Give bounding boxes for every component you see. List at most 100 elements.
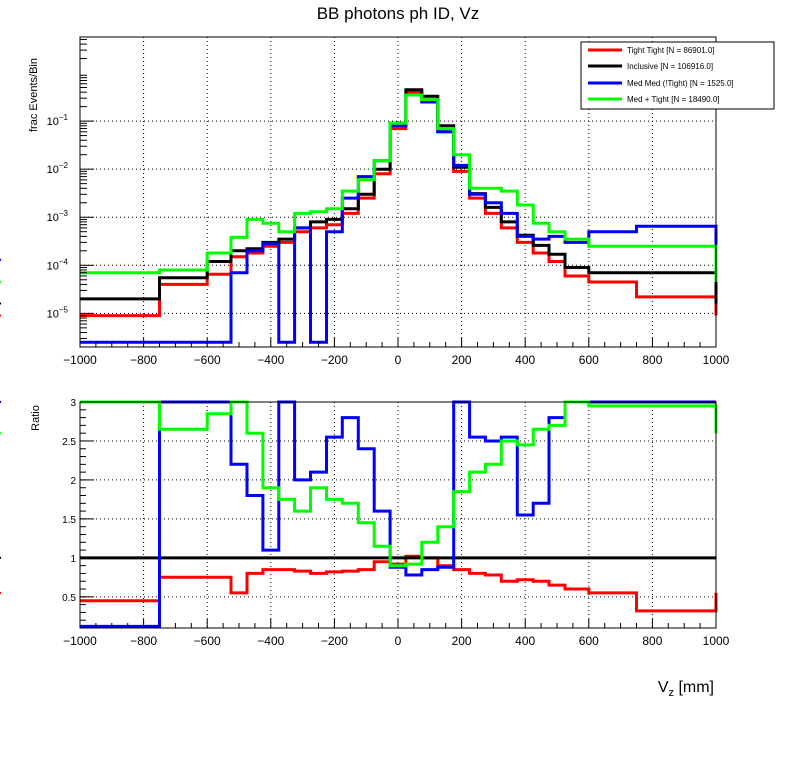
- bottom-point-1: [118, 556, 121, 560]
- top-point-3: [301, 212, 304, 215]
- top-ylabel: frac Events/Bin: [28, 58, 40, 132]
- bottom-ytick-label: 3: [70, 398, 76, 409]
- bottom-xtick-label: 400: [515, 634, 535, 648]
- bottom-point-3: [317, 486, 320, 489]
- top-point-1: [317, 220, 320, 224]
- legend-label-med-tight: Med + Tight [N = 18490.0]: [627, 95, 720, 104]
- top-point-0: [317, 226, 320, 230]
- bottom-point-0: [253, 572, 257, 575]
- bottom-point-1: [428, 556, 431, 560]
- top-point-2: [675, 225, 678, 228]
- top-point-0: [396, 127, 400, 130]
- top-point-3: [396, 122, 400, 125]
- top-point-0: [301, 230, 304, 233]
- top-point-3: [444, 127, 447, 130]
- top-point-1: [428, 94, 431, 98]
- bottom-point-1: [555, 556, 559, 560]
- top-series-3: [80, 93, 718, 282]
- top-point-2: [253, 249, 257, 253]
- top-point-0: [269, 244, 272, 248]
- bottom-point-0: [333, 570, 336, 574]
- top-point-0: [0, 314, 2, 317]
- top-point-3: [365, 178, 368, 182]
- bottom-point-1: [412, 556, 416, 560]
- bottom-point-1: [460, 556, 463, 560]
- bottom-point-1: [317, 556, 320, 560]
- top-point-0: [182, 283, 185, 286]
- top-point-0: [285, 241, 288, 244]
- legend-label-med-med: Med Med (!Tight) [N = 1525.0]: [627, 79, 734, 88]
- x-axis-label-unit: [mm]: [674, 679, 714, 696]
- top-point-2: [508, 212, 511, 215]
- top-point-0: [611, 280, 614, 284]
- bottom-xtick-label: −600: [194, 634, 221, 648]
- top-point-2: [444, 130, 447, 133]
- top-point-2: [182, 341, 185, 344]
- bottom-xtick-label: −800: [130, 634, 157, 648]
- top-xtick-label: 0: [395, 353, 402, 367]
- bottom-point-0: [182, 576, 185, 579]
- bottom-point-3: [396, 564, 400, 567]
- bottom-point-2: [317, 470, 320, 474]
- bottom-point-3: [301, 509, 304, 513]
- bottom-ytick-label: 1.5: [62, 515, 76, 526]
- bottom-point-1: [539, 556, 543, 560]
- bottom-xtick-label: −200: [321, 634, 348, 648]
- bottom-point-0: [269, 568, 272, 571]
- bottom-point-3: [380, 544, 384, 548]
- top-point-3: [611, 244, 614, 248]
- top-point-0: [675, 295, 678, 299]
- top-point-0: [555, 260, 559, 263]
- bottom-point-1: [611, 556, 614, 560]
- bottom-point-1: [237, 556, 241, 560]
- top-point-2: [492, 201, 495, 204]
- top-point-3: [349, 189, 352, 193]
- bottom-point-1: [508, 556, 511, 560]
- top-point-1: [555, 253, 559, 256]
- x-axis-label-main: V: [658, 679, 669, 696]
- top-point-0: [118, 314, 121, 317]
- bottom-point-2: [269, 548, 272, 552]
- top-point-2: [349, 196, 352, 200]
- top-xtick-label: −400: [257, 353, 284, 367]
- bottom-point-3: [253, 431, 257, 435]
- bottom-point-1: [217, 556, 221, 560]
- bottom-point-3: [349, 502, 352, 505]
- top-point-3: [285, 230, 288, 233]
- x-axis-label-sub: z: [669, 687, 675, 699]
- top-point-1: [492, 206, 495, 209]
- bottom-point-3: [428, 541, 431, 544]
- top-point-3: [253, 218, 257, 221]
- top-point-3: [675, 244, 678, 248]
- top-point-0: [460, 170, 463, 173]
- top-point-3: [380, 159, 384, 162]
- top-point-3: [508, 189, 511, 193]
- bottom-point-1: [476, 556, 479, 560]
- top-point-0: [539, 251, 543, 255]
- top-point-2: [118, 341, 121, 344]
- bottom-point-0: [349, 569, 352, 573]
- top-point-3: [412, 93, 416, 97]
- top-point-2: [365, 175, 368, 178]
- bottom-xtick-label: 800: [642, 634, 662, 648]
- bottom-point-1: [333, 556, 336, 560]
- bottom-point-3: [182, 428, 185, 431]
- bottom-point-3: [524, 443, 527, 447]
- top-point-0: [412, 90, 416, 94]
- legend-box: [580, 41, 775, 110]
- bottom-point-0: [508, 580, 511, 583]
- bottom-point-0: [539, 580, 543, 583]
- bottom-xtick-label: 200: [452, 634, 472, 648]
- top-xtick-label: −800: [130, 353, 157, 367]
- top-point-1: [349, 207, 352, 210]
- bottom-ytick-label: 2.5: [62, 437, 76, 448]
- top-point-1: [237, 249, 241, 253]
- bottom-point-0: [575, 587, 579, 591]
- bottom-point-3: [285, 498, 288, 501]
- legend-label-tight-tight: Tight Tight [N = 86901.0]: [627, 46, 715, 55]
- bottom-point-0: [301, 569, 304, 573]
- x-axis-label: Vz [mm]: [658, 679, 714, 699]
- bottom-ytick-label: 2: [70, 476, 76, 487]
- bottom-point-3: [365, 521, 368, 524]
- bottom-point-0: [380, 560, 384, 563]
